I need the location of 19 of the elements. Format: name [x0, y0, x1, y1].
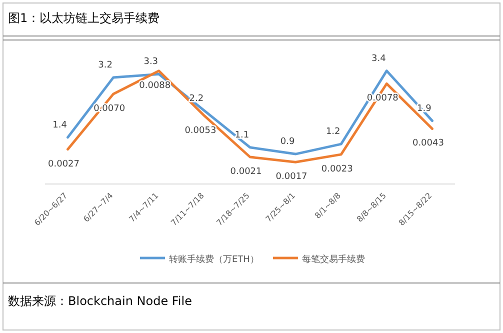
- chart-title: 图1：以太坊链上交易手续费: [8, 11, 160, 25]
- source-note: 数据来源：Blockchain Node File: [8, 294, 192, 308]
- data-label: 2.2: [189, 94, 204, 104]
- data-label: 0.0053: [184, 126, 216, 136]
- data-label: 1.1: [234, 130, 250, 140]
- data-label: 3.4: [372, 54, 386, 64]
- data-label: 1.2: [326, 127, 340, 138]
- data-label: 0.0023: [321, 164, 353, 174]
- legend-label: 每笔交易手续费: [302, 254, 365, 265]
- data-label: 1.4: [52, 120, 68, 130]
- data-label: 0.0017: [276, 172, 308, 182]
- data-label: 0.0088: [139, 80, 171, 91]
- data-label: 0.0027: [48, 159, 80, 170]
- data-label: 0.0021: [230, 166, 262, 177]
- data-label: 3.2: [98, 60, 112, 70]
- data-label: 0.0043: [412, 138, 444, 149]
- data-label: 0.9: [280, 137, 295, 148]
- data-label: 3.3: [144, 57, 158, 68]
- legend-label: 转账手续费（万ETH）: [169, 254, 259, 265]
